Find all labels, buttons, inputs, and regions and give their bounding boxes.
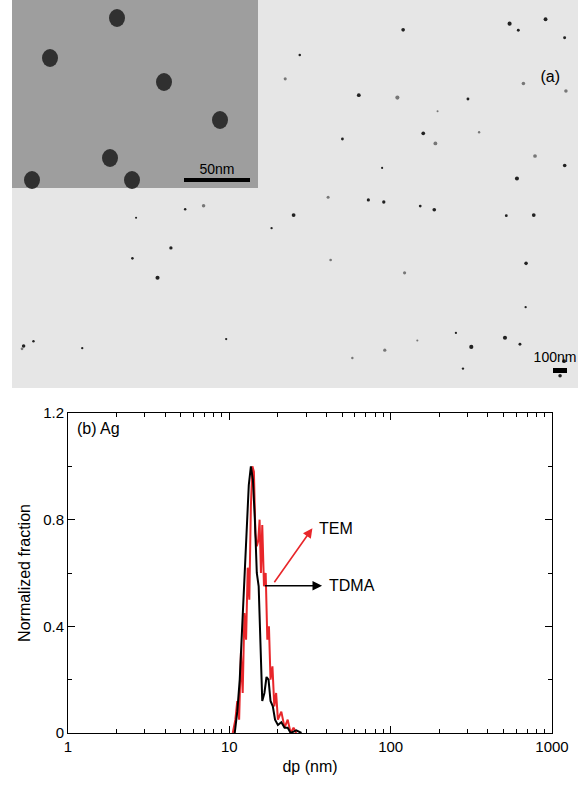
svg-text:(b) Ag: (b) Ag bbox=[77, 420, 120, 437]
svg-text:1000: 1000 bbox=[535, 738, 568, 755]
svg-text:0: 0 bbox=[56, 724, 64, 741]
svg-text:dp (nm): dp (nm) bbox=[282, 758, 337, 775]
svg-text:1: 1 bbox=[64, 738, 72, 755]
svg-text:TDMA: TDMA bbox=[329, 577, 375, 594]
svg-text:TEM: TEM bbox=[319, 520, 353, 537]
svg-text:Normalized fraction: Normalized fraction bbox=[16, 504, 33, 642]
svg-text:0.8: 0.8 bbox=[43, 511, 64, 528]
svg-text:(a): (a) bbox=[540, 68, 560, 85]
svg-text:10: 10 bbox=[221, 738, 238, 755]
svg-text:0.4: 0.4 bbox=[43, 618, 64, 635]
svg-text:1.2: 1.2 bbox=[43, 404, 64, 421]
svg-text:50nm: 50nm bbox=[199, 161, 234, 177]
svg-text:100: 100 bbox=[378, 738, 403, 755]
svg-text:100nm: 100nm bbox=[534, 349, 577, 365]
